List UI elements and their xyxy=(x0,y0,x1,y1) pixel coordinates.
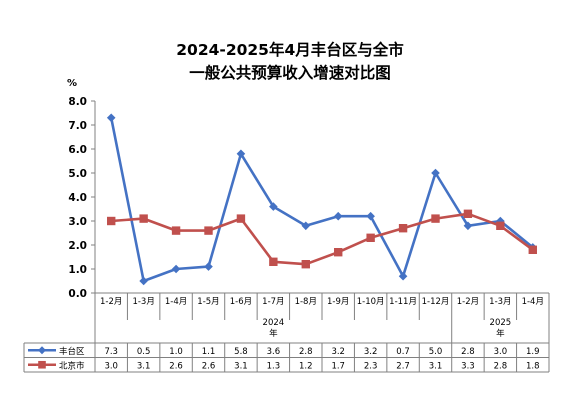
year-suffix-label: 年 xyxy=(496,328,505,339)
data-point-square xyxy=(269,257,278,266)
data-value-label: 3.1 xyxy=(137,361,151,371)
legend-key-marker xyxy=(38,346,46,355)
data-point-diamond xyxy=(204,262,213,271)
data-point-diamond xyxy=(269,202,278,211)
data-point-diamond xyxy=(106,113,116,123)
data-value-label: 1.1 xyxy=(202,347,216,357)
data-point-square xyxy=(431,214,440,223)
data-point-diamond xyxy=(333,211,343,221)
x-category-label: 1-9月 xyxy=(327,297,349,307)
y-tick-label: 4.0 xyxy=(68,192,87,204)
data-value-label: 3.0 xyxy=(494,347,508,357)
y-tick-label: 3.0 xyxy=(68,216,87,228)
y-unit-label: % xyxy=(67,78,77,89)
y-tick-label: 8.0 xyxy=(68,96,87,108)
data-value-label: 1.9 xyxy=(526,347,540,357)
data-point-square xyxy=(528,245,537,254)
x-category-label: 1-7月 xyxy=(262,297,284,307)
data-point-square xyxy=(398,224,408,233)
x-category-label: 1-2月 xyxy=(100,297,122,307)
x-category-label: 1-8月 xyxy=(295,297,317,307)
data-point-diamond xyxy=(139,276,148,286)
data-point-square xyxy=(204,226,213,235)
data-value-label: 1.3 xyxy=(267,361,281,371)
data-point-diamond xyxy=(366,211,375,221)
x-category-label: 1-2月 xyxy=(457,297,479,307)
year-label: 2024 xyxy=(263,318,285,328)
data-point-square xyxy=(107,216,116,226)
data-point-square xyxy=(366,233,375,242)
data-table: 1-2月 1-3月 1-4月 1-5月 1-6月 1-7月 1-8月 1-9月 1-10月 1-1… xyxy=(23,293,550,373)
data-value-label: 2.7 xyxy=(396,361,410,371)
data-point-square xyxy=(463,209,473,218)
data-value-label: 0.5 xyxy=(137,347,151,357)
data-value-label: 3.6 xyxy=(267,347,281,357)
series-name-label: 丰台区 xyxy=(59,346,85,357)
data-value-label: 3.3 xyxy=(461,361,475,371)
data-point-square xyxy=(334,248,343,257)
y-tick-label: 2.0 xyxy=(68,240,87,252)
data-value-label: 3.1 xyxy=(234,361,248,371)
data-value-label: 1.8 xyxy=(526,361,540,371)
y-tick-label: 1.0 xyxy=(68,264,87,276)
y-tick-label: 6.0 xyxy=(68,144,87,156)
x-category-label: 1-3月 xyxy=(489,297,511,307)
x-category-label: 1-3月 xyxy=(132,297,154,307)
x-category-label: 1-6月 xyxy=(230,297,252,307)
x-category-label: 1-4月 xyxy=(165,297,187,307)
data-value-label: 3.2 xyxy=(331,347,345,357)
legend-key-marker xyxy=(38,360,46,369)
data-point-diamond xyxy=(301,221,311,231)
x-category-label: 1-10月 xyxy=(357,297,385,307)
year-suffix-label: 年 xyxy=(269,328,278,339)
data-value-label: 0.7 xyxy=(396,347,410,357)
axes: 0.0 1.0 2.0 3.0 4.0 5.0 6.0 7.0 8.0 xyxy=(68,96,549,300)
y-tick-label: 7.0 xyxy=(68,120,87,132)
data-point-diamond xyxy=(171,264,181,274)
data-point-square xyxy=(171,226,181,235)
x-category-label: 1-5月 xyxy=(197,297,219,307)
chart-title-line-2: 一般公共预算收入增速对比图 xyxy=(189,63,391,82)
data-value-label: 2.8 xyxy=(461,347,475,357)
data-value-label: 2.6 xyxy=(169,361,183,371)
data-point-square xyxy=(139,214,148,223)
data-value-label: 2.6 xyxy=(202,361,216,371)
data-value-label: 1.7 xyxy=(331,361,345,371)
data-value-label: 1.2 xyxy=(299,361,313,371)
data-point-square xyxy=(236,214,246,223)
chart-title-line-1: 2024-2025年4月丰台区与全市 xyxy=(176,40,404,59)
data-value-label: 7.3 xyxy=(104,347,118,357)
x-category-label: 1-11月 xyxy=(389,297,417,307)
data-point-square xyxy=(301,260,310,269)
data-value-label: 5.8 xyxy=(234,347,248,357)
year-label: 2025 xyxy=(490,318,512,328)
data-value-label: 1.0 xyxy=(169,347,183,357)
data-value-label: 2.8 xyxy=(299,347,313,357)
series-line-2 xyxy=(111,212,534,266)
x-category-label: 1-12月 xyxy=(422,297,450,307)
y-tick-label: 0.0 xyxy=(68,288,87,300)
data-point-diamond xyxy=(431,168,440,178)
y-tick-label: 5.0 xyxy=(68,168,87,180)
data-point-square xyxy=(496,221,505,230)
series-layer xyxy=(106,113,538,286)
series-name-label: 北京市 xyxy=(59,360,85,371)
data-point-diamond xyxy=(463,221,473,231)
data-value-label: 5.0 xyxy=(429,347,443,357)
data-value-label: 2.8 xyxy=(494,361,508,371)
data-value-label: 3.1 xyxy=(429,361,443,371)
data-value-label: 3.2 xyxy=(364,347,378,357)
x-category-label: 1-4月 xyxy=(522,297,544,307)
data-point-diamond xyxy=(236,149,246,159)
data-value-label: 3.0 xyxy=(104,361,118,371)
data-value-label: 2.3 xyxy=(364,361,378,371)
series-line-1 xyxy=(109,117,534,283)
data-point-diamond xyxy=(398,271,408,281)
